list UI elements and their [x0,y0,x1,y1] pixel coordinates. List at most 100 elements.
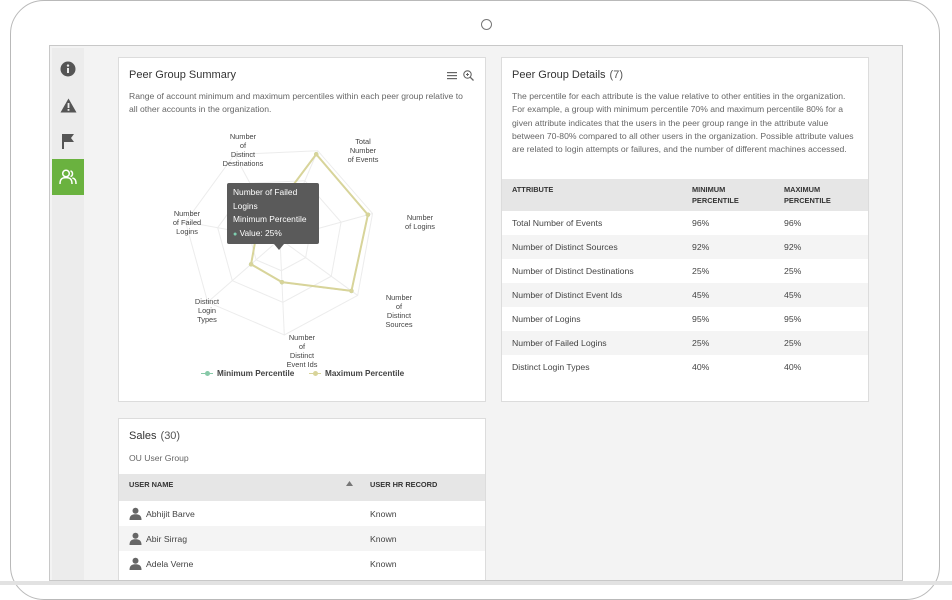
zoom-icon[interactable] [463,70,474,81]
axis-label: Number of Distinct Event Ids [286,333,318,369]
series-max-point [279,279,285,285]
table-row[interactable]: Adela Verne Known [119,551,485,576]
table-cell: 96% [692,218,710,228]
series-max-point [248,262,254,267]
series-max-point [349,288,354,294]
details-title: Peer Group Details [512,69,606,81]
user-name-cell: Abhijit Barve [119,501,360,526]
legend-label: Minimum Percentile [217,369,295,378]
table-cell: 25% [774,331,868,355]
table-cell: 45% [774,283,868,307]
chart-tooltip: Number of Failed Logins Minimum Percenti… [227,183,319,250]
warning-icon [60,98,76,112]
axis-label: Number of Distinct Destinations [222,132,264,168]
legend-label: Maximum Percentile [325,369,405,378]
sales-panel: Sales (30) OU User Group User Name User H… [118,418,486,580]
table-row[interactable]: Abhijit Barve Known [119,501,485,526]
sidebar-item-info[interactable] [52,51,84,87]
table-cell: 95% [692,314,710,324]
table-row: Number of Distinct Destinations 25% 25% [502,259,868,283]
tooltip-series: Minimum Percentile [233,214,307,224]
user-cell: Adela Verne [129,557,350,570]
hr-record-cell: Known [360,526,485,551]
grid-axis-line [279,238,285,335]
flag-icon [62,134,74,149]
table-cell: Number of Distinct Destinations [512,266,634,276]
legend-item-max[interactable]: Maximum Percentile [309,369,404,378]
users-icon [59,169,77,185]
column-header-max[interactable]: Maximum Percentile [774,179,868,211]
axis-label: Number of Logins [405,213,435,231]
sidebar-item-alerts[interactable] [52,87,84,123]
user-name[interactable]: Abir Sirrag [146,533,188,544]
panel-title: Peer Group Summary [129,69,236,81]
panel-title: Peer Group Details (7) [512,69,623,81]
table-cell: 25% [692,266,710,276]
panel-description: The percentile for each attribute is the… [512,91,854,155]
column-header-user-name[interactable]: User Name [119,474,360,501]
legend-marker-icon [201,370,213,378]
axis-label: Total Number of Events [347,137,379,164]
user-cell: Abhijit Barve [129,507,350,520]
sales-table: User Name User HR Record Abhijit Barve Kn… [119,474,485,576]
table-cell: 25% [682,331,774,355]
sidebar [52,48,84,580]
axis-label: Number of Distinct Sources [385,293,413,329]
user-name[interactable]: Adela Verne [146,558,194,569]
sort-ascending-icon[interactable] [346,481,353,486]
table-cell: 40% [692,362,710,372]
sales-count: (30) [160,430,181,442]
table-cell: 45% [682,283,774,307]
sidebar-item-flags[interactable] [52,123,84,159]
tooltip-value: Value: 25% [239,227,282,238]
user-avatar-icon [129,557,142,570]
hr-record-cell: Known [370,508,397,519]
user-name[interactable]: Abhijit Barve [146,508,195,519]
axis-label: Distinct Login Types [194,297,220,324]
table-cell: Number of Logins [512,314,581,324]
axis-label: Number of Failed Logins [172,209,202,236]
series-max-point [365,212,371,217]
menu-icon[interactable] [447,71,457,80]
legend-marker-icon [309,370,321,378]
tooltip-title: Number of Failed Logins [233,187,298,211]
details-table: Attribute Minimum Percentile Maximum Per… [502,179,868,379]
table-cell: Distinct Login Types [512,362,590,372]
sales-subtitle: OU User Group [129,453,189,463]
hr-record-cell: Known [370,558,397,569]
device-base [0,581,952,585]
table-cell: Total Number of Events [512,218,603,228]
grid-axis-line [279,238,358,296]
grid-axis-line [207,238,281,303]
table-row[interactable]: Abir Sirrag Known [119,526,485,551]
table-cell: Number of Distinct Sources [502,235,682,259]
table-row: Number of Failed Logins 25% 25% [502,331,868,355]
table-cell: Number of Distinct Event Ids [502,283,682,307]
table-cell: 25% [784,266,802,276]
table-cell: 92% [682,235,774,259]
user-name-cell: Abir Sirrag [119,526,360,551]
column-header-hr-record[interactable]: User HR Record [360,474,485,501]
table-row: Number of Distinct Event Ids 45% 45% [502,283,868,307]
user-name-cell: Adela Verne [119,551,360,576]
sidebar-item-peer-groups[interactable] [52,159,84,195]
user-avatar-icon [129,507,142,520]
details-count: (7) [609,69,623,81]
user-avatar-icon [129,532,142,545]
column-header-min[interactable]: Minimum Percentile [682,179,774,211]
sales-title: Sales [129,430,157,442]
column-header-label: User Name [129,480,174,489]
peer-group-summary-panel: Peer Group Summary Range of account mini… [118,57,486,402]
tooltip-dot-icon: ● [233,230,238,238]
table-cell: 95% [784,314,802,324]
tooltip-value-row: ● Value: 25% [233,227,313,242]
table-row: Number of Distinct Sources 92% 92% [502,235,868,259]
column-header-attribute[interactable]: Attribute [502,179,682,211]
camera-icon [481,19,492,30]
peer-group-details-panel: Peer Group Details (7) The percentile for… [501,57,869,402]
legend-item-min[interactable]: Minimum Percentile [201,369,294,378]
app-screen: Peer Group Summary Range of account mini… [49,45,903,581]
panel-description: Range of account minimum and maximum per… [129,91,463,115]
panel-title: Sales (30) [129,430,180,442]
grid-ring [184,150,374,336]
